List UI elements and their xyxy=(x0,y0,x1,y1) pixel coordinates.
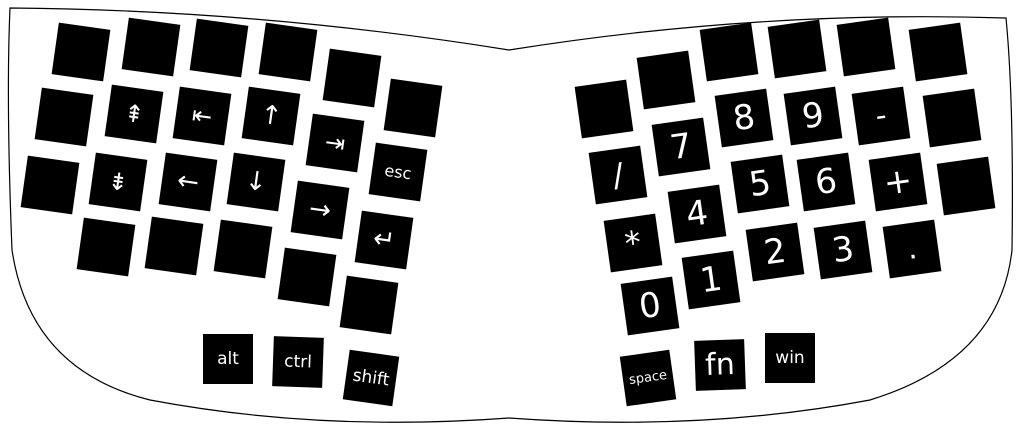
key-blank[interactable] xyxy=(339,275,399,335)
key-blank[interactable] xyxy=(76,217,136,277)
key-minus[interactable]: - xyxy=(851,86,911,146)
key-blank[interactable] xyxy=(144,216,204,276)
key-blank[interactable] xyxy=(699,22,759,82)
key-page-up[interactable]: ⇞ xyxy=(104,84,164,144)
key-end[interactable]: ⇥ xyxy=(305,113,365,173)
key-blank[interactable] xyxy=(383,78,443,138)
key-blank[interactable] xyxy=(34,87,94,147)
key-ctrl[interactable]: ctrl xyxy=(272,336,324,388)
key-blank[interactable] xyxy=(908,22,968,82)
arrow-up-icon: ↑ xyxy=(258,100,284,133)
key-alt[interactable]: alt xyxy=(203,334,253,384)
key-esc[interactable]: esc xyxy=(368,142,428,202)
plus-label: + xyxy=(881,160,915,204)
key-blank[interactable] xyxy=(258,22,318,82)
key-blank[interactable] xyxy=(213,219,273,279)
key-5[interactable]: 5 xyxy=(730,154,790,214)
key-plus[interactable]: + xyxy=(868,152,928,212)
esc-label: esc xyxy=(383,161,412,184)
ctrl-label: ctrl xyxy=(284,352,312,373)
arrow-right-icon: → xyxy=(307,194,333,227)
key-blank[interactable] xyxy=(636,50,696,110)
key-blank[interactable] xyxy=(189,18,249,78)
key-1[interactable]: 1 xyxy=(681,250,741,310)
key-home[interactable]: ⇤ xyxy=(172,86,232,146)
key-shift[interactable]: shift xyxy=(342,349,400,407)
key-blank[interactable] xyxy=(922,88,982,148)
key-blank[interactable] xyxy=(20,155,80,215)
key-page-down[interactable]: ⇟ xyxy=(88,152,148,212)
key-down[interactable]: ↓ xyxy=(226,152,286,212)
alt-label: alt xyxy=(217,349,239,369)
key-4[interactable]: 4 xyxy=(667,184,727,244)
key-9[interactable]: 9 xyxy=(783,86,843,146)
key-blank[interactable] xyxy=(574,79,634,139)
key-blank[interactable] xyxy=(836,17,896,77)
key-right[interactable]: → xyxy=(290,180,350,240)
arrow-left-icon: ← xyxy=(175,166,201,199)
key-8[interactable]: 8 xyxy=(714,88,774,148)
key-space[interactable]: space xyxy=(619,349,677,407)
key-7[interactable]: 7 xyxy=(651,117,711,177)
page-up-icon: ⇞ xyxy=(122,99,146,130)
key-enter[interactable]: ↵ xyxy=(354,210,414,270)
key-blank[interactable] xyxy=(121,17,181,77)
home-arrow-icon: ⇤ xyxy=(190,101,214,132)
asterisk-label: * xyxy=(622,223,643,263)
key-2[interactable]: 2 xyxy=(745,222,805,282)
key-blank[interactable] xyxy=(322,48,382,108)
page-down-icon: ⇟ xyxy=(106,167,130,198)
minus-label: - xyxy=(873,98,889,134)
key-3[interactable]: 3 xyxy=(813,220,873,280)
key-left[interactable]: ← xyxy=(158,152,218,212)
key-blank[interactable] xyxy=(936,156,996,216)
key-slash[interactable]: / xyxy=(588,145,648,205)
enter-icon: ↵ xyxy=(371,224,397,257)
space-label: space xyxy=(628,368,668,388)
key-6[interactable]: 6 xyxy=(796,152,856,212)
key-0[interactable]: 0 xyxy=(620,276,680,336)
fn-label: fn xyxy=(705,347,736,383)
key-blank[interactable] xyxy=(767,19,827,79)
key-win[interactable]: win xyxy=(765,333,815,383)
key-up[interactable]: ↑ xyxy=(241,86,301,146)
win-label: win xyxy=(775,348,804,368)
key-blank[interactable] xyxy=(51,22,111,82)
key-star[interactable]: * xyxy=(603,213,663,273)
key-dot[interactable]: . xyxy=(882,219,942,279)
key-fn[interactable]: fn xyxy=(694,339,746,391)
end-arrow-icon: ⇥ xyxy=(323,128,347,159)
arrow-down-icon: ↓ xyxy=(243,166,269,199)
key-blank[interactable] xyxy=(277,247,337,307)
